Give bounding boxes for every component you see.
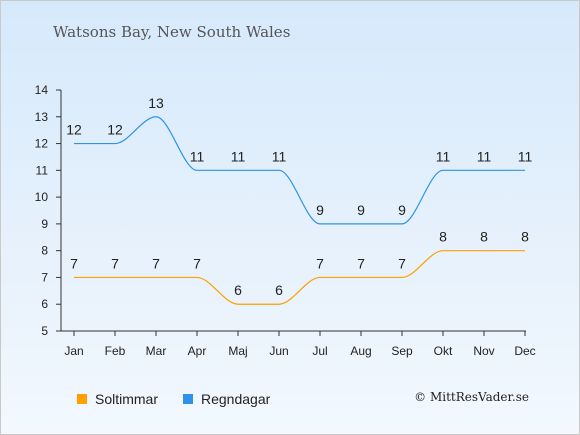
legend-label-rain: Regndagar xyxy=(201,391,271,407)
data-label-sun: 8 xyxy=(439,229,447,245)
data-label-sun: 7 xyxy=(111,255,119,271)
x-tick-label: Jul xyxy=(312,344,327,358)
data-label-sun: 8 xyxy=(480,229,488,245)
y-tick-label: 10 xyxy=(35,190,49,204)
copyright-text: © MittResVader.se xyxy=(414,390,529,404)
legend-swatch-sun xyxy=(77,394,87,404)
data-label-sun: 7 xyxy=(357,255,365,271)
y-tick-label: 7 xyxy=(41,270,48,284)
legend-swatch-rain xyxy=(183,394,193,404)
x-tick-label: Dec xyxy=(514,344,535,358)
chart-title: Watsons Bay, New South Wales xyxy=(53,23,291,41)
legend-label-sun: Soltimmar xyxy=(95,391,159,407)
data-label-sun: 6 xyxy=(275,282,283,298)
series-line-sun xyxy=(74,250,525,305)
y-tick-label: 5 xyxy=(41,324,48,338)
x-tick-label: Maj xyxy=(228,344,247,358)
y-tick-label: 13 xyxy=(35,110,49,124)
y-tick-label: 6 xyxy=(41,297,48,311)
x-tick-label: Nov xyxy=(473,344,494,358)
data-label-sun: 6 xyxy=(234,282,242,298)
data-label-rain: 11 xyxy=(518,148,533,164)
data-label-sun: 7 xyxy=(152,255,160,271)
data-label-rain: 12 xyxy=(107,122,123,138)
x-tick-label: Feb xyxy=(105,344,126,358)
x-tick-label: Jan xyxy=(64,344,83,358)
data-label-rain: 9 xyxy=(357,202,365,218)
data-label-rain: 9 xyxy=(316,202,324,218)
data-label-rain: 11 xyxy=(436,148,451,164)
data-label-sun: 7 xyxy=(193,255,201,271)
y-tick-label: 14 xyxy=(35,83,49,97)
y-tick-label: 11 xyxy=(36,163,49,177)
data-label-rain: 11 xyxy=(477,148,492,164)
x-tick-label: Aug xyxy=(350,344,371,358)
x-tick-label: Sep xyxy=(391,344,413,358)
data-label-rain: 11 xyxy=(231,148,246,164)
x-tick-label: Jun xyxy=(269,344,288,358)
y-tick-label: 8 xyxy=(41,244,48,258)
legend-item-rain: Regndagar xyxy=(183,391,270,407)
data-label-sun: 7 xyxy=(70,255,78,271)
x-tick-label: Okt xyxy=(434,344,453,358)
data-label-sun: 7 xyxy=(316,255,324,271)
data-label-rain: 11 xyxy=(190,148,205,164)
data-label-sun: 8 xyxy=(521,229,529,245)
y-tick-label: 9 xyxy=(41,217,48,231)
data-label-rain: 9 xyxy=(398,202,406,218)
x-tick-label: Mar xyxy=(146,344,167,358)
series-line-rain xyxy=(74,116,525,225)
data-label-rain: 13 xyxy=(148,95,164,111)
x-tick-label: Apr xyxy=(188,344,207,358)
data-label-sun: 7 xyxy=(398,255,406,271)
legend-item-sun: Soltimmar xyxy=(77,391,158,407)
y-tick-label: 12 xyxy=(35,137,49,151)
data-label-rain: 12 xyxy=(66,122,82,138)
data-label-rain: 11 xyxy=(272,148,287,164)
